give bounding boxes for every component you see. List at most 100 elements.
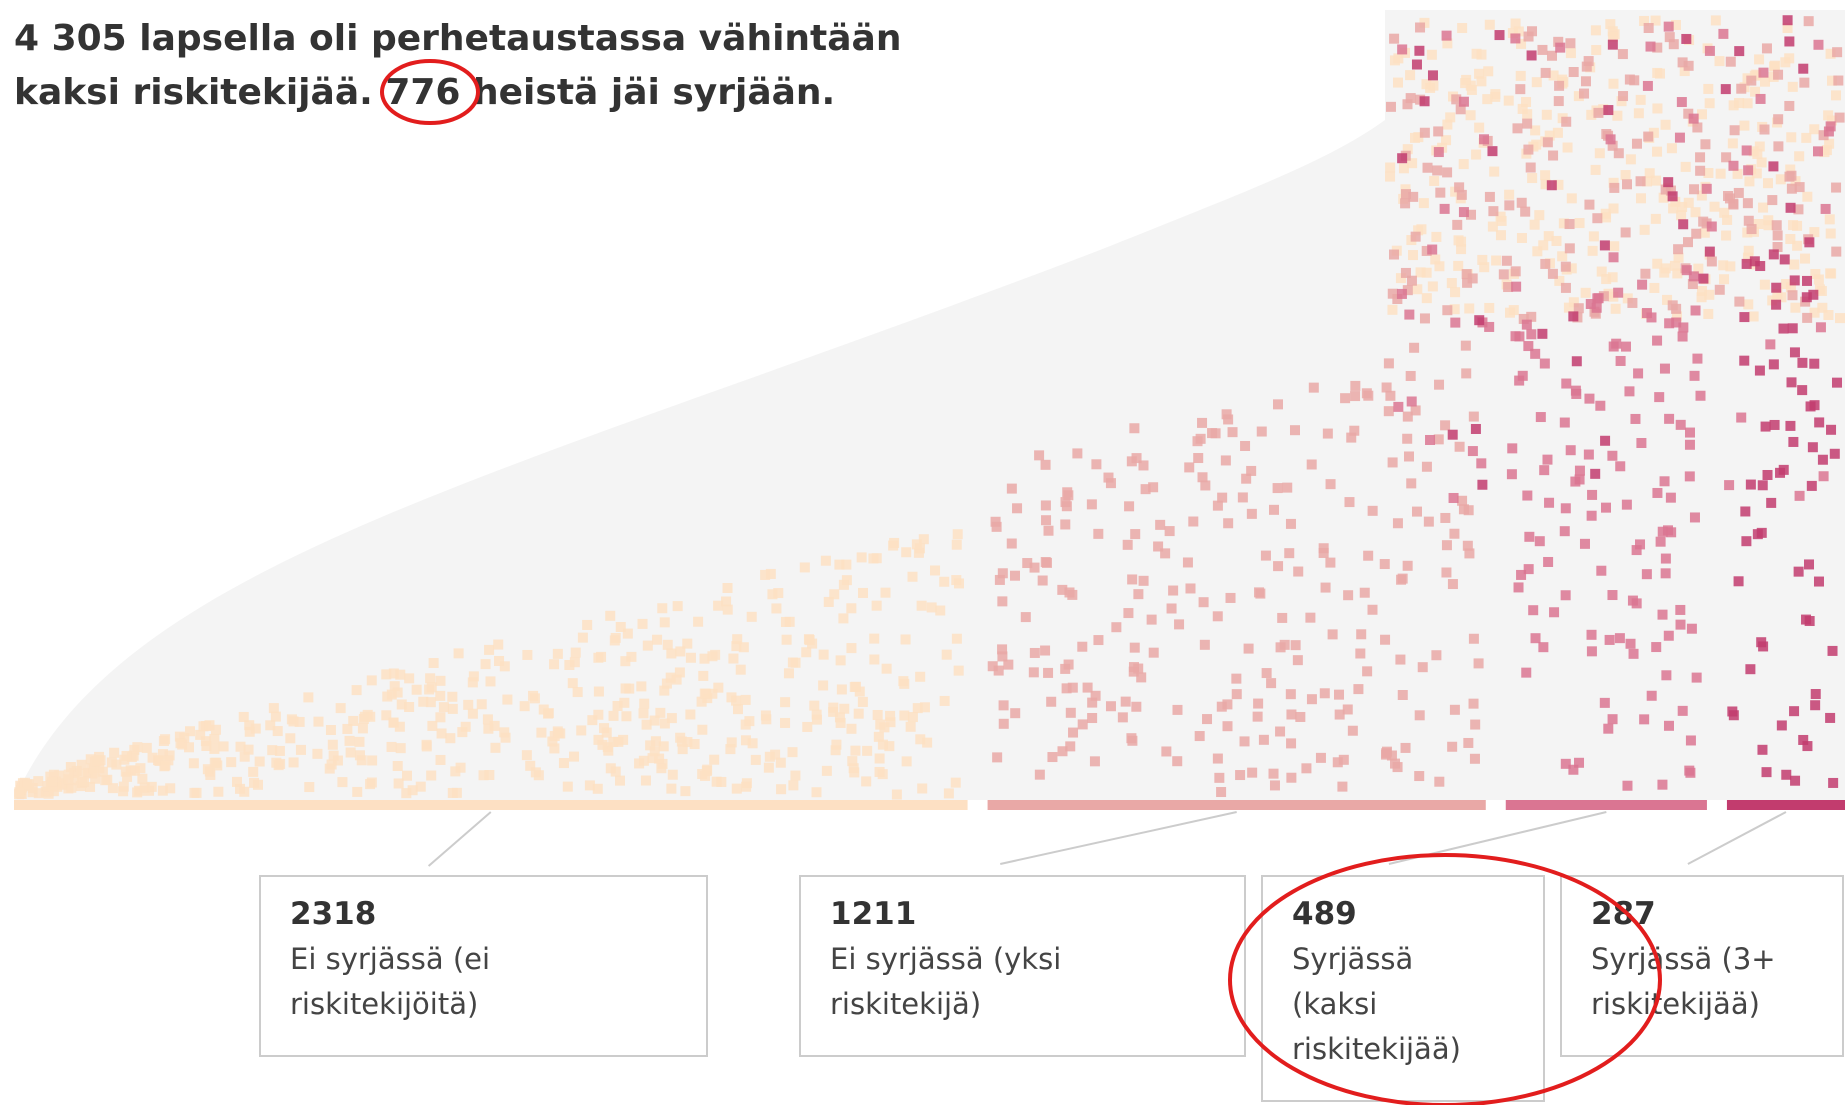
- particle: [710, 649, 721, 660]
- particle: [348, 715, 359, 726]
- particle: [640, 775, 651, 786]
- particle: [1677, 705, 1688, 716]
- particle: [1131, 453, 1142, 464]
- particle: [1526, 311, 1537, 322]
- particle: [1676, 97, 1687, 108]
- particle: [435, 712, 446, 723]
- particle: [1710, 15, 1721, 26]
- particle: [1709, 201, 1720, 212]
- particle: [1666, 143, 1677, 154]
- particle: [1455, 104, 1466, 115]
- particle: [1528, 605, 1539, 616]
- particle: [438, 702, 449, 713]
- particle: [1279, 639, 1290, 650]
- particle: [146, 781, 157, 792]
- particle: [1419, 96, 1430, 107]
- particle: [239, 786, 250, 797]
- particle: [1789, 347, 1800, 358]
- particle: [1809, 227, 1820, 238]
- particle: [120, 766, 131, 777]
- particle: [1684, 471, 1695, 482]
- particle: [1781, 769, 1792, 780]
- particle: [1484, 302, 1495, 313]
- particle: [916, 600, 927, 611]
- particle: [200, 736, 211, 747]
- particle: [450, 766, 461, 777]
- particle: [1615, 461, 1626, 472]
- particle: [45, 771, 56, 782]
- particle: [1467, 273, 1478, 284]
- particle: [1574, 465, 1585, 476]
- particle: [1130, 529, 1141, 540]
- particle: [885, 717, 896, 728]
- particle: [1733, 187, 1744, 198]
- particle: [636, 681, 647, 692]
- particle: [218, 741, 229, 752]
- particle: [425, 697, 436, 708]
- particle: [841, 559, 852, 570]
- particle: [157, 785, 168, 796]
- particle: [552, 648, 563, 659]
- particle: [1413, 132, 1424, 143]
- particle: [1672, 268, 1683, 279]
- particle: [235, 741, 246, 752]
- particle: [1734, 98, 1745, 109]
- particle: [1086, 499, 1097, 510]
- particle: [476, 699, 487, 710]
- particle: [1344, 497, 1355, 508]
- particle: [787, 657, 798, 668]
- particle: [226, 757, 237, 768]
- particle: [1739, 355, 1750, 366]
- particle: [1460, 340, 1471, 351]
- particle: [244, 726, 255, 737]
- particle: [467, 708, 478, 719]
- particle: [1427, 281, 1438, 292]
- particle: [1419, 127, 1430, 138]
- particle: [1801, 292, 1812, 303]
- particle: [1817, 302, 1828, 313]
- particle: [1028, 667, 1039, 678]
- particle: [1272, 483, 1283, 494]
- particle: [713, 600, 724, 611]
- particle: [765, 568, 776, 579]
- particle: [1571, 388, 1582, 399]
- particle: [1687, 279, 1698, 290]
- particle: [1402, 99, 1413, 110]
- particle: [689, 739, 700, 750]
- particle: [1823, 126, 1834, 137]
- particle: [1260, 550, 1271, 561]
- particle: [83, 767, 94, 778]
- boxes: 2318 Ei syrjässä (ei riskitekijöitä) 1211 Ei…: [259, 811, 1844, 1102]
- particle: [1461, 269, 1472, 280]
- particle: [1778, 464, 1789, 475]
- particle: [1425, 434, 1436, 445]
- particle: [1651, 175, 1662, 186]
- particle: [1620, 227, 1631, 238]
- particle: [204, 720, 215, 731]
- particle: [243, 744, 254, 755]
- particle: [467, 677, 478, 688]
- particle: [993, 665, 1004, 676]
- particle: [1692, 353, 1703, 364]
- particle: [463, 699, 474, 710]
- group-count: 287: [1591, 896, 1656, 932]
- particle: [1202, 714, 1213, 725]
- particle: [1825, 228, 1836, 239]
- particle: [1650, 15, 1661, 26]
- particle: [953, 665, 964, 676]
- particle: [1128, 666, 1139, 677]
- particle: [1790, 775, 1801, 786]
- particle: [1760, 76, 1771, 87]
- particle: [1823, 309, 1834, 320]
- particle: [275, 758, 286, 769]
- particle: [1574, 218, 1585, 229]
- particle: [1185, 583, 1196, 594]
- particle: [943, 788, 954, 799]
- particle: [1802, 191, 1813, 202]
- particle: [1743, 299, 1754, 310]
- particle: [90, 773, 101, 784]
- particle: [1223, 414, 1234, 425]
- particle: [1531, 139, 1542, 150]
- particle: [1433, 147, 1444, 158]
- particle: [612, 700, 623, 711]
